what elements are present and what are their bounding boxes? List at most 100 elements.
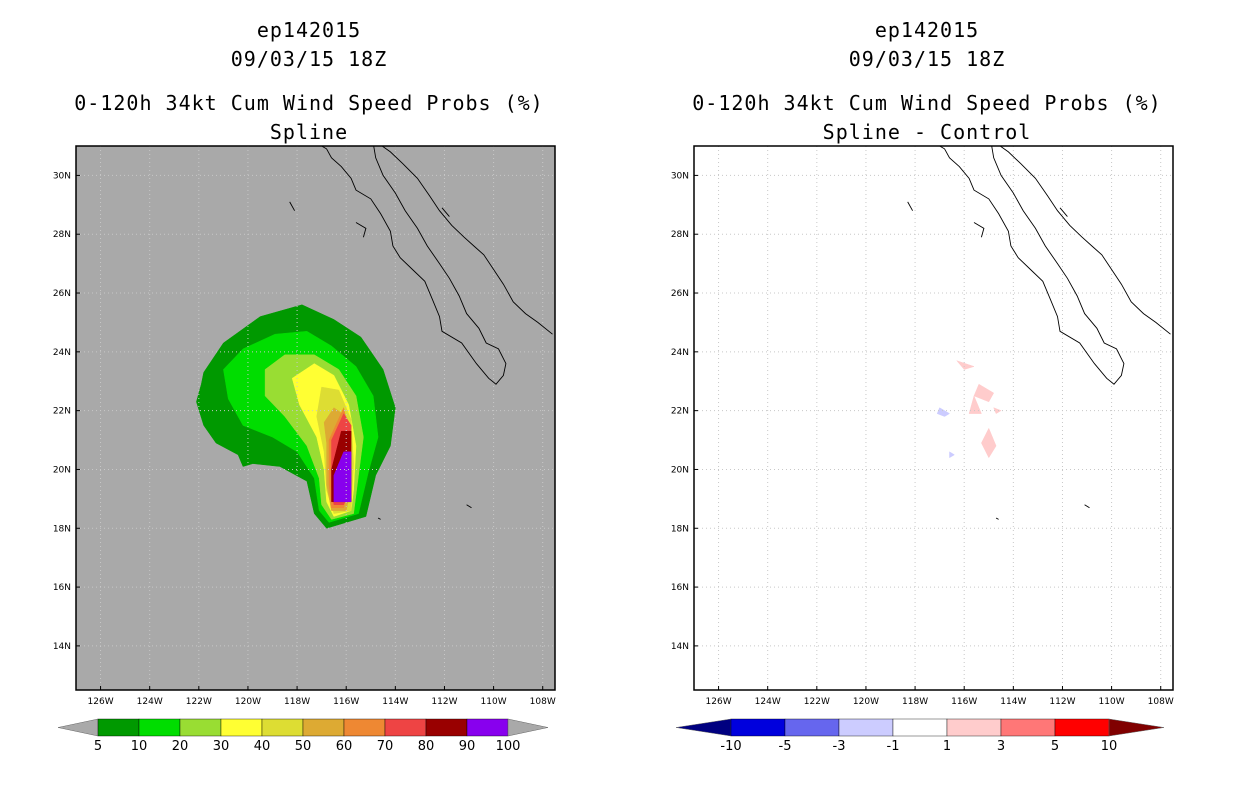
y-tick-label-28N: 28N [671,230,689,240]
x-tick-label-122W: 122W [186,697,212,707]
x-tick-label-110W: 110W [481,697,507,707]
x-tick-label-112W: 112W [1049,697,1075,707]
right-panel: ep142015 09/03/15 18Z 0-120h 34kt Cum Wi… [618,0,1236,800]
x-tick-label-126W: 126W [706,697,732,707]
coastline-5 [1084,504,1090,509]
y-tick-label-20N: 20N [53,465,71,475]
x-tick-label-118W: 118W [284,697,310,707]
y-tick-label-28N: 28N [53,230,71,240]
y-tick-label-22N: 22N [53,407,71,417]
colorbar-swatch-2 [179,718,222,737]
right-title-date: 09/03/15 18Z [848,47,1006,71]
colorbar-label-5: 5 [1051,739,1059,754]
x-tick-label-126W: 126W [88,697,114,707]
coastline-3 [289,201,295,211]
coastline-0 [320,146,507,385]
y-tick-label-14N: 14N [671,642,689,652]
left-title-storm: ep142015 [256,18,362,42]
anomaly-patch-6 [949,451,955,459]
x-tick-label-108W: 108W [530,697,556,707]
x-tick-label-124W: 124W [755,697,781,707]
y-tick-label-30N: 30N [53,171,71,181]
colorbar-swatch-8 [425,718,468,737]
colorbar-swatch-4 [946,718,1002,737]
colorbar-swatch-5 [1000,718,1056,737]
y-tick-label-22N: 22N [671,407,689,417]
colorbar-swatch-1 [138,718,181,737]
x-tick-label-112W: 112W [431,697,457,707]
colorbar-label-70: 70 [377,739,394,754]
y-tick-label-20N: 20N [671,465,689,475]
colorbar-label--5: -5 [779,739,792,754]
coastline-4 [441,207,450,217]
y-tick-label-30N: 30N [671,171,689,181]
colorbar-over-arrow [507,718,549,737]
colorbar-swatch-6 [1054,718,1110,737]
x-tick-label-108W: 108W [1148,697,1174,707]
colorbar-label-50: 50 [295,739,312,754]
y-tick-label-16N: 16N [53,583,71,593]
colorbar-label-3: 3 [997,739,1005,754]
colorbar-label-10: 10 [131,739,148,754]
colorbar-label-30: 30 [213,739,230,754]
left-panel: ep142015 09/03/15 18Z 0-120h 34kt Cum Wi… [53,18,556,754]
x-tick-label-114W: 114W [382,697,408,707]
colorbar-swatch-7 [384,718,427,737]
colorbar-swatch-6 [343,718,386,737]
colorbar-under-arrow [675,718,732,737]
colorbar-swatch-0 [730,718,786,737]
right-colorbar: -10 -5 -3 -1 1 3 5 10 [675,718,1165,754]
anomaly-patch-0 [956,360,975,370]
colorbar-label-100: 100 [496,739,521,754]
x-tick-label-120W: 120W [853,697,879,707]
colorbar-label-60: 60 [336,739,353,754]
coastline-5 [466,504,472,509]
colorbar-label--1: -1 [887,739,900,754]
colorbar-label-10: 10 [1101,739,1118,754]
contour-90-pct [333,451,352,503]
x-tick-label-114W: 114W [1000,697,1026,707]
right-title-product: 0-120h 34kt Cum Wind Speed Probs (%) [692,91,1162,115]
colorbar-label--10: -10 [720,739,741,754]
colorbar-swatch-0 [97,718,140,737]
anomaly-patch-4 [981,427,997,459]
y-tick-label-18N: 18N [671,524,689,534]
right-title-variant: Spline - Control [822,120,1032,144]
x-tick-label-116W: 116W [951,697,977,707]
y-tick-label-24N: 24N [53,348,71,358]
y-tick-label-18N: 18N [53,524,71,534]
left-title-variant: Spline [269,120,349,144]
map-background [694,146,1173,690]
colorbar-swatch-2 [838,718,894,737]
colorbar-swatch-4 [261,718,304,737]
anomaly-patch-2 [968,395,982,414]
x-tick-label-120W: 120W [235,697,261,707]
colorbar-label-80: 80 [418,739,435,754]
map-frame [693,145,1174,691]
colorbar-swatch-3 [220,718,263,737]
map-plot-area [694,146,1173,690]
coastline-4 [1059,207,1068,217]
coastline-3 [907,201,913,211]
y-tick-label-16N: 16N [671,583,689,593]
coastline-6 [995,517,999,520]
colorbar-label--3: -3 [833,739,846,754]
colorbar-label-5: 5 [94,739,102,754]
colorbar-swatch-1 [784,718,840,737]
colorbar-over-arrow [1108,718,1165,737]
coastline-2 [355,222,367,238]
map-plot-area [76,146,555,690]
x-tick-label-122W: 122W [804,697,830,707]
colorbar-label-20: 20 [172,739,189,754]
left-title-product: 0-120h 34kt Cum Wind Speed Probs (%) [74,91,544,115]
y-tick-label-24N: 24N [671,348,689,358]
left-map-chart: 126W 124W 122W 120W 118W 116W 114W 112W 110W 108W… [53,145,556,754]
y-tick-label-14N: 14N [53,642,71,652]
x-tick-label-116W: 116W [333,697,359,707]
coastline-6 [377,517,381,520]
coastline-0 [938,146,1125,385]
colorbar-swatch-9 [466,718,509,737]
x-tick-label-118W: 118W [902,697,928,707]
right-title-storm: ep142015 [874,18,980,42]
colorbar-under-arrow [57,718,99,737]
